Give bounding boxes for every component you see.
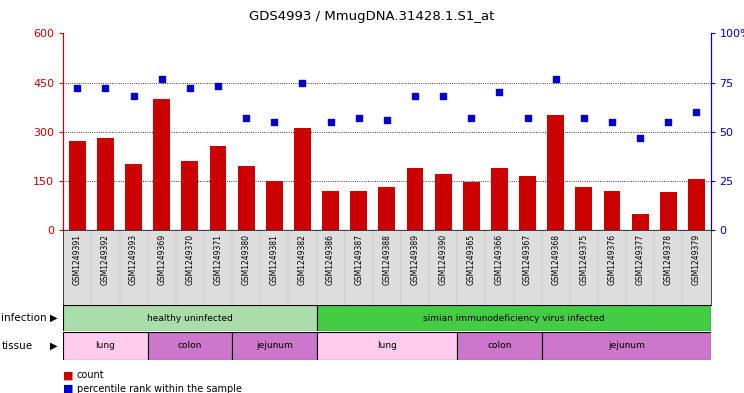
Bar xyxy=(69,141,86,230)
Bar xyxy=(491,168,508,230)
Text: ▶: ▶ xyxy=(50,313,57,323)
Text: GSM1249379: GSM1249379 xyxy=(692,233,701,285)
Text: GSM1249378: GSM1249378 xyxy=(664,233,673,285)
Text: count: count xyxy=(77,370,104,380)
Bar xyxy=(153,99,170,230)
Bar xyxy=(542,332,711,360)
Text: GSM1249380: GSM1249380 xyxy=(242,233,251,285)
Point xyxy=(606,119,618,125)
Bar xyxy=(434,174,452,230)
Bar xyxy=(379,187,395,230)
Point xyxy=(578,115,590,121)
Bar xyxy=(125,164,142,230)
Bar xyxy=(232,332,316,360)
Point xyxy=(212,83,224,90)
Text: GDS4993 / MmugDNA.31428.1.S1_at: GDS4993 / MmugDNA.31428.1.S1_at xyxy=(249,10,495,23)
Text: lung: lung xyxy=(95,342,115,350)
Text: GSM1249370: GSM1249370 xyxy=(185,233,194,285)
Point xyxy=(409,93,421,99)
Bar xyxy=(316,305,711,331)
Point xyxy=(100,85,112,92)
Text: healthy uninfected: healthy uninfected xyxy=(147,314,233,323)
Text: GSM1249388: GSM1249388 xyxy=(382,233,391,285)
Bar xyxy=(458,332,542,360)
Text: lung: lung xyxy=(377,342,397,350)
Bar xyxy=(688,179,705,230)
Text: ▶: ▶ xyxy=(50,341,57,351)
Point xyxy=(269,119,280,125)
Text: infection: infection xyxy=(1,313,47,323)
Text: GSM1249391: GSM1249391 xyxy=(73,233,82,285)
Point xyxy=(71,85,83,92)
Bar xyxy=(350,191,368,230)
Bar xyxy=(548,115,564,230)
Text: GSM1249366: GSM1249366 xyxy=(495,233,504,285)
Point xyxy=(240,115,252,121)
Text: GSM1249377: GSM1249377 xyxy=(635,233,644,285)
Text: GSM1249382: GSM1249382 xyxy=(298,233,307,285)
Bar xyxy=(210,146,226,230)
Point xyxy=(353,115,365,121)
Text: percentile rank within the sample: percentile rank within the sample xyxy=(77,384,242,393)
Point xyxy=(550,75,562,82)
Text: GSM1249375: GSM1249375 xyxy=(580,233,589,285)
Text: GSM1249371: GSM1249371 xyxy=(214,233,222,285)
Text: GSM1249369: GSM1249369 xyxy=(157,233,166,285)
Text: GSM1249389: GSM1249389 xyxy=(411,233,420,285)
Bar xyxy=(294,129,311,230)
Text: GSM1249367: GSM1249367 xyxy=(523,233,532,285)
Point xyxy=(297,79,309,86)
Point xyxy=(128,93,140,99)
Bar xyxy=(63,332,147,360)
Point xyxy=(662,119,674,125)
Bar xyxy=(182,161,199,230)
Text: GSM1249393: GSM1249393 xyxy=(129,233,138,285)
Point xyxy=(437,93,449,99)
Text: colon: colon xyxy=(487,342,512,350)
Point xyxy=(155,75,167,82)
Bar xyxy=(266,181,283,230)
Point xyxy=(690,109,702,115)
Text: GSM1249387: GSM1249387 xyxy=(354,233,363,285)
Text: tissue: tissue xyxy=(1,341,33,351)
Text: simian immunodeficiency virus infected: simian immunodeficiency virus infected xyxy=(423,314,604,323)
Point xyxy=(324,119,336,125)
Text: GSM1249381: GSM1249381 xyxy=(270,233,279,285)
Text: jejunum: jejunum xyxy=(256,342,292,350)
Bar xyxy=(322,191,339,230)
Text: GSM1249365: GSM1249365 xyxy=(466,233,476,285)
Text: ■: ■ xyxy=(63,370,74,380)
Bar xyxy=(463,182,480,230)
Text: ■: ■ xyxy=(63,384,74,393)
Bar xyxy=(575,187,592,230)
Text: GSM1249376: GSM1249376 xyxy=(608,233,617,285)
Bar xyxy=(519,176,536,230)
Bar xyxy=(632,213,649,230)
Point xyxy=(184,85,196,92)
Text: GSM1249392: GSM1249392 xyxy=(101,233,110,285)
Bar xyxy=(63,305,316,331)
Point xyxy=(381,117,393,123)
Bar xyxy=(97,138,114,230)
Bar xyxy=(147,332,232,360)
Bar xyxy=(603,191,620,230)
Bar xyxy=(660,192,677,230)
Bar xyxy=(238,166,254,230)
Text: GSM1249368: GSM1249368 xyxy=(551,233,560,285)
Point xyxy=(493,89,505,95)
Point xyxy=(634,134,646,141)
Point xyxy=(522,115,533,121)
Text: jejunum: jejunum xyxy=(608,342,644,350)
Text: GSM1249386: GSM1249386 xyxy=(326,233,335,285)
Text: colon: colon xyxy=(178,342,202,350)
Bar xyxy=(406,168,423,230)
Text: GSM1249390: GSM1249390 xyxy=(439,233,448,285)
Bar xyxy=(316,332,458,360)
Point xyxy=(465,115,477,121)
